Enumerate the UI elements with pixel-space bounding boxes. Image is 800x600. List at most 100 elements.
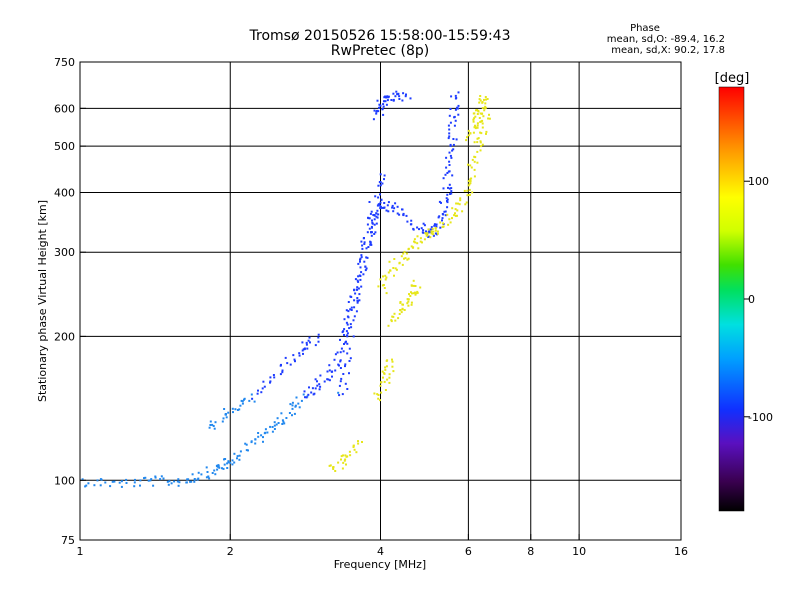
data-point	[346, 335, 349, 338]
data-point	[214, 421, 217, 424]
data-point	[234, 408, 237, 411]
data-point	[377, 394, 380, 396]
data-point	[359, 260, 361, 263]
data-point	[386, 99, 389, 102]
data-point	[298, 406, 301, 409]
data-point	[369, 243, 372, 246]
data-point	[379, 207, 382, 210]
data-point	[254, 438, 257, 441]
x-tick-label: 1	[77, 545, 84, 558]
data-point	[416, 242, 419, 245]
data-point	[332, 466, 334, 469]
data-point	[281, 423, 284, 425]
data-point	[368, 201, 371, 203]
data-point	[421, 231, 424, 234]
data-point	[301, 341, 304, 344]
data-point	[385, 209, 388, 212]
data-point	[367, 246, 370, 248]
data-point	[344, 458, 347, 461]
data-point	[370, 210, 373, 213]
data-point	[469, 164, 472, 167]
data-point	[120, 485, 123, 488]
data-point	[343, 328, 346, 331]
data-point	[448, 128, 451, 131]
data-point	[392, 92, 395, 95]
data-point	[467, 134, 470, 137]
data-point	[452, 138, 455, 140]
data-point	[391, 360, 394, 363]
data-point	[269, 380, 272, 383]
data-point	[342, 454, 345, 457]
data-point	[481, 119, 484, 122]
data-point	[313, 392, 316, 395]
data-point	[476, 150, 479, 153]
data-point	[472, 118, 475, 121]
data-point	[353, 306, 356, 309]
data-point	[272, 374, 275, 376]
data-point	[368, 217, 371, 220]
data-point	[360, 271, 363, 274]
data-point	[307, 339, 310, 342]
data-point	[407, 257, 410, 260]
data-point	[304, 396, 306, 399]
data-point	[353, 289, 356, 292]
data-point	[346, 323, 349, 326]
data-point	[483, 109, 486, 112]
data-points	[81, 90, 491, 488]
data-point	[348, 372, 350, 375]
data-point	[379, 173, 382, 176]
data-point	[345, 309, 348, 312]
data-point	[403, 250, 406, 253]
data-point	[445, 197, 448, 200]
data-point	[357, 275, 360, 278]
data-point	[347, 301, 350, 303]
data-point	[481, 143, 484, 146]
data-point	[479, 99, 482, 102]
data-point	[374, 231, 377, 234]
data-point	[446, 172, 449, 174]
data-point	[425, 230, 427, 233]
data-point	[448, 151, 451, 154]
data-point	[345, 455, 348, 458]
data-point	[386, 378, 389, 381]
data-point	[379, 104, 382, 107]
data-point	[378, 103, 381, 106]
data-point	[430, 232, 433, 235]
data-point	[430, 230, 433, 233]
data-point	[340, 458, 342, 461]
data-point	[422, 229, 425, 232]
data-point	[469, 132, 472, 135]
data-point	[377, 285, 380, 288]
data-point	[388, 381, 391, 384]
data-point	[426, 234, 429, 237]
data-point	[451, 149, 454, 152]
data-point	[469, 193, 471, 196]
data-point	[402, 303, 404, 306]
data-point	[369, 241, 372, 244]
data-point	[384, 278, 387, 281]
data-point	[405, 252, 408, 255]
data-point	[361, 244, 364, 247]
data-point	[386, 359, 389, 362]
data-point	[372, 214, 375, 216]
data-point	[139, 479, 142, 482]
data-point	[279, 373, 282, 376]
data-point	[319, 374, 322, 377]
data-point	[412, 227, 415, 230]
data-point	[379, 184, 382, 187]
data-point	[318, 388, 321, 391]
data-point	[340, 347, 343, 350]
data-point	[383, 96, 386, 99]
data-point	[476, 109, 479, 111]
data-point	[168, 480, 171, 483]
data-point	[273, 424, 276, 427]
data-point	[450, 190, 453, 193]
data-point	[300, 399, 303, 402]
data-point	[364, 265, 367, 268]
colorbar-tick-label: 0	[748, 293, 755, 306]
data-point	[223, 408, 226, 410]
data-point	[378, 106, 380, 109]
data-point	[387, 95, 390, 98]
data-point	[407, 298, 410, 301]
data-point	[453, 214, 456, 217]
